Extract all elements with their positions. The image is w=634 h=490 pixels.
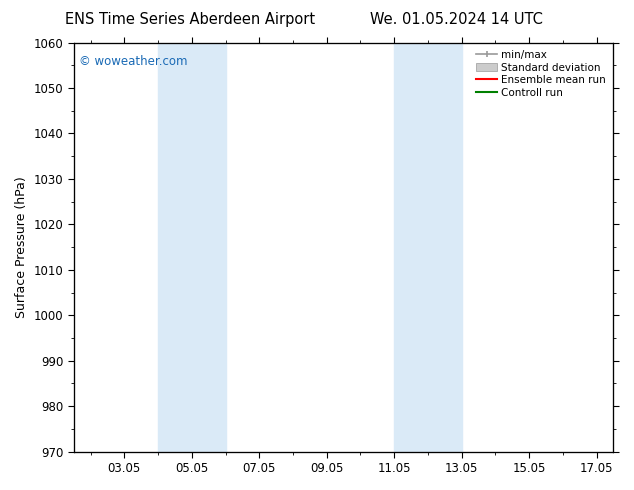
Text: ENS Time Series Aberdeen Airport: ENS Time Series Aberdeen Airport	[65, 12, 315, 27]
Bar	[394, 43, 462, 452]
Text: We. 01.05.2024 14 UTC: We. 01.05.2024 14 UTC	[370, 12, 543, 27]
Y-axis label: Surface Pressure (hPa): Surface Pressure (hPa)	[15, 176, 28, 318]
Text: © woweather.com: © woweather.com	[79, 55, 188, 68]
Legend: min/max, Standard deviation, Ensemble mean run, Controll run: min/max, Standard deviation, Ensemble me…	[472, 46, 611, 102]
Bar	[158, 43, 226, 452]
